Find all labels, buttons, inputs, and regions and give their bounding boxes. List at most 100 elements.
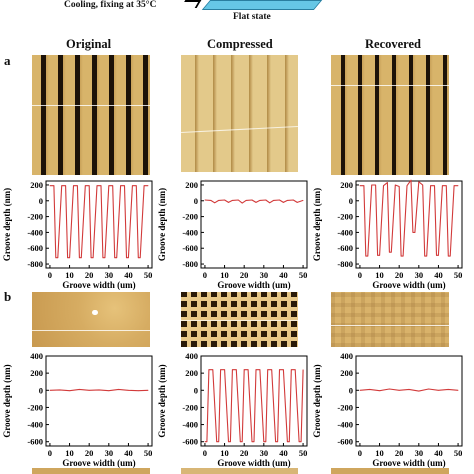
particle xyxy=(92,310,98,315)
x-tick-label: 40 xyxy=(124,448,133,458)
afm-image-original-c-crop xyxy=(32,468,150,474)
data-point xyxy=(275,441,276,443)
y-tick-label: 0 xyxy=(39,385,43,395)
x-axis-label: Groove width (um) xyxy=(217,458,290,468)
afm-image-recovered-c-crop xyxy=(331,468,449,474)
series-line xyxy=(204,199,304,204)
data-point xyxy=(79,389,80,390)
data-point xyxy=(288,441,290,443)
data-point xyxy=(137,390,139,392)
x-tick-label: 30 xyxy=(105,448,114,458)
data-point xyxy=(214,202,216,204)
afm-image-compressed-c-crop xyxy=(181,468,298,474)
data-point xyxy=(204,441,206,443)
data-point xyxy=(365,255,367,257)
y-tick-label: -600 xyxy=(182,437,198,447)
x-tick-label: 30 xyxy=(260,448,269,458)
data-point xyxy=(390,251,392,253)
data-point xyxy=(406,185,408,187)
data-point xyxy=(147,185,149,187)
data-point xyxy=(208,369,210,371)
data-point xyxy=(265,199,267,201)
data-point xyxy=(453,185,455,187)
data-point xyxy=(442,185,443,187)
x-tick-label: 30 xyxy=(415,270,424,280)
x-tick-label: 20 xyxy=(240,270,249,280)
data-point xyxy=(267,369,269,371)
data-point xyxy=(247,369,249,371)
data-point xyxy=(116,257,118,259)
scan-line xyxy=(32,105,150,106)
data-point xyxy=(69,390,70,392)
x-tick-label: 40 xyxy=(124,270,133,280)
data-point xyxy=(239,441,241,443)
y-tick-label: -800 xyxy=(182,259,198,269)
afm-image-original-b xyxy=(32,292,150,347)
data-point xyxy=(259,369,261,371)
data-point xyxy=(402,255,404,257)
y-tick-label: -400 xyxy=(182,420,198,430)
data-point xyxy=(414,232,416,233)
y-tick-label: 200 xyxy=(340,180,353,190)
series-line xyxy=(204,369,304,443)
data-point xyxy=(412,232,414,233)
plot-frame xyxy=(45,180,153,269)
x-tick-label: 50 xyxy=(454,448,463,458)
y-tick-label: 200 xyxy=(30,368,43,378)
data-point xyxy=(147,389,149,391)
afm-image-compressed-b xyxy=(181,292,298,347)
data-point xyxy=(428,388,429,390)
y-axis-label: Groove depth (nm) xyxy=(312,364,322,437)
data-point xyxy=(408,389,410,390)
plot-frame xyxy=(200,355,308,447)
y-tick-label: 200 xyxy=(30,180,43,190)
y-tick-label: -400 xyxy=(337,420,353,430)
y-tick-label: 400 xyxy=(185,351,198,361)
data-point xyxy=(224,369,225,371)
data-point xyxy=(235,369,237,371)
x-axis-label: Groove width (um) xyxy=(62,280,135,290)
y-tick-label: -200 xyxy=(337,402,353,412)
data-point xyxy=(102,257,104,259)
y-tick-label: 0 xyxy=(39,196,43,206)
data-point xyxy=(359,389,361,391)
x-tick-label: 20 xyxy=(240,448,249,458)
x-tick-label: 10 xyxy=(220,270,229,280)
data-point xyxy=(279,199,280,201)
data-point xyxy=(271,369,273,371)
data-point xyxy=(436,254,437,256)
data-point xyxy=(210,200,212,201)
x-axis-label: Groove width (um) xyxy=(372,280,445,290)
data-point xyxy=(300,441,302,443)
x-tick-label: 10 xyxy=(65,448,74,458)
data-point xyxy=(398,389,400,391)
data-point xyxy=(438,254,439,256)
data-point xyxy=(206,441,208,443)
x-tick-label: 10 xyxy=(65,270,74,280)
data-point xyxy=(449,255,451,257)
data-point xyxy=(290,369,292,371)
x-tick-label: 50 xyxy=(299,448,308,458)
data-point xyxy=(137,257,139,259)
data-point xyxy=(100,185,102,187)
x-tick-label: 0 xyxy=(203,270,207,280)
data-point xyxy=(259,200,261,201)
scan-line xyxy=(32,330,150,331)
data-point xyxy=(251,199,253,201)
data-point xyxy=(220,369,221,371)
data-point xyxy=(88,185,90,187)
y-tick-label: -200 xyxy=(27,402,43,412)
y-tick-label: -600 xyxy=(27,437,43,447)
data-point xyxy=(80,257,82,259)
data-point xyxy=(128,389,129,391)
data-point xyxy=(92,257,94,259)
x-tick-label: 20 xyxy=(395,448,404,458)
data-point xyxy=(230,441,231,443)
data-point xyxy=(204,199,206,201)
data-point xyxy=(302,369,304,371)
x-tick-label: 0 xyxy=(203,448,207,458)
data-point xyxy=(49,389,51,391)
chart-a-original: 200 0 -200 -400 -600 -800 0 10 20 30 40 50 Groove wi… xyxy=(2,180,153,290)
data-point xyxy=(245,200,247,201)
data-point xyxy=(84,185,86,187)
